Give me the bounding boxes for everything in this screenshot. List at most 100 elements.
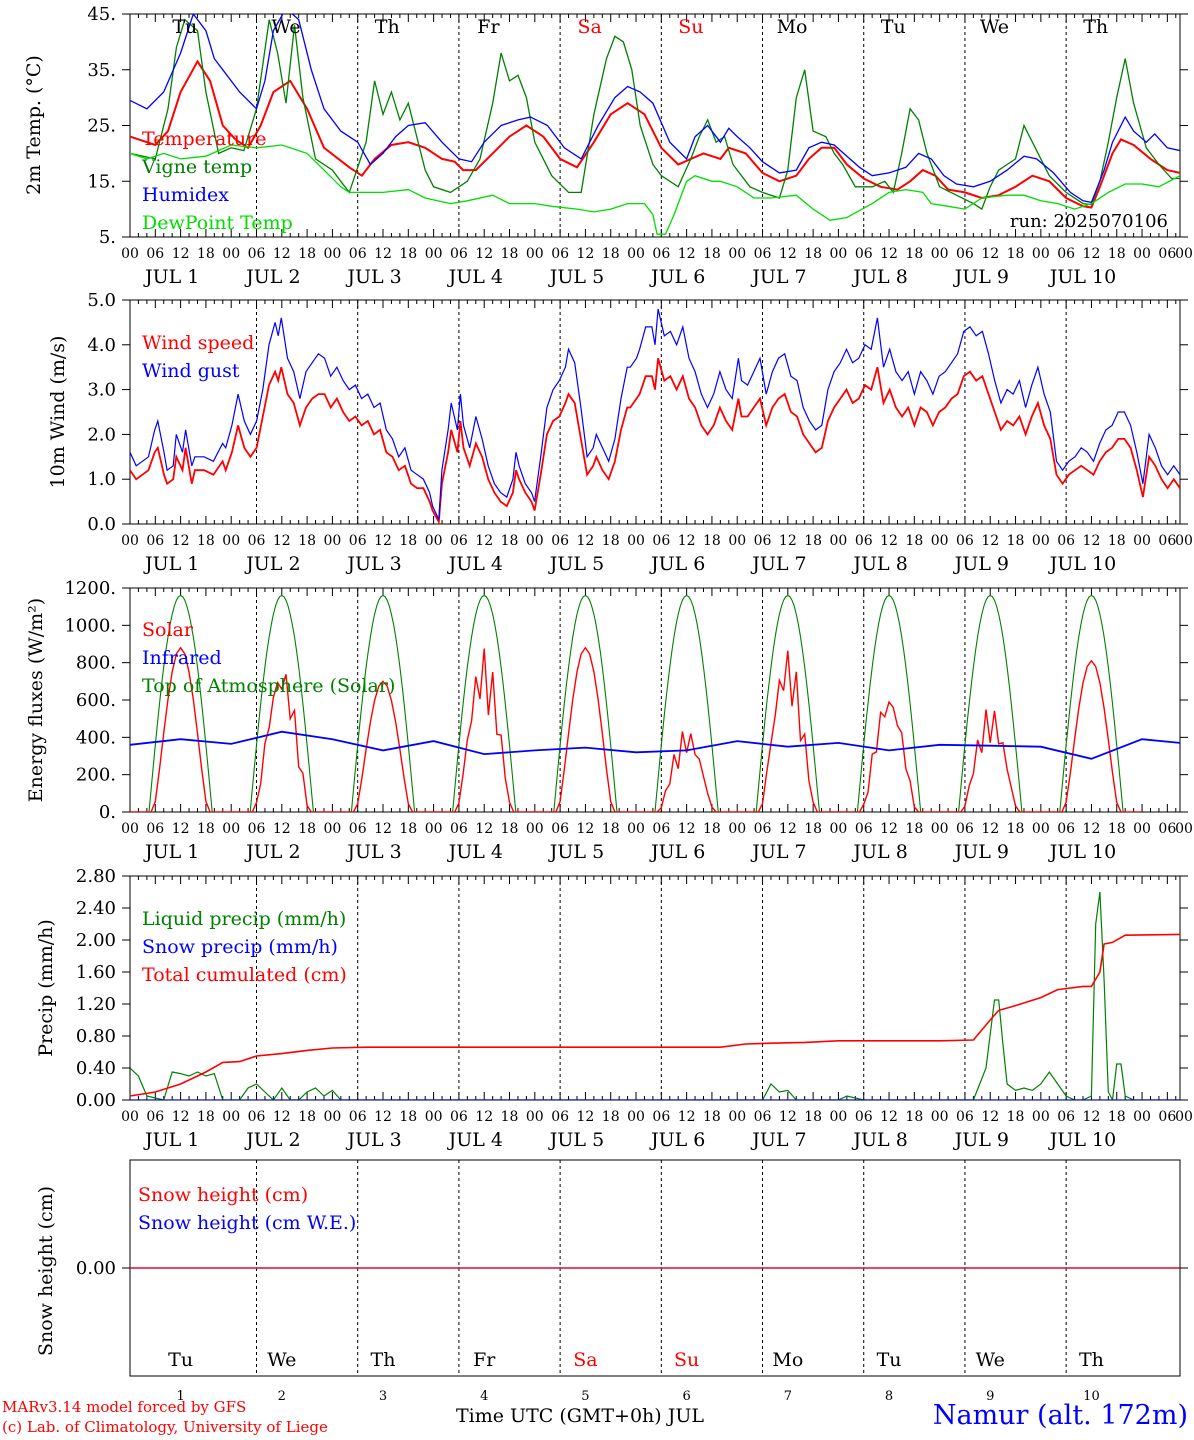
weekday-label: Tu — [168, 1349, 193, 1371]
hour-tick-label: 00 — [323, 246, 341, 262]
hour-tick-label: 18 — [905, 533, 923, 549]
hour-tick-label: 06 — [956, 821, 974, 837]
hour-tick-label: 00 — [830, 246, 848, 262]
day-date-label: JUL 6 — [649, 1129, 705, 1151]
y-tick-label: 25. — [87, 116, 116, 137]
day-date-label: JUL 4 — [447, 553, 503, 575]
y-tick-label: 800. — [76, 653, 116, 674]
y-tick-label: 1.0 — [87, 469, 116, 490]
hour-tick-label: 00 — [830, 821, 848, 837]
day-date-label: JUL 10 — [1048, 1129, 1116, 1151]
hour-tick-label: 00 — [931, 821, 949, 837]
weekday-label: Tu — [881, 16, 906, 38]
hour-tick-label: 00 — [121, 533, 139, 549]
legend-temperature: Temperature — [142, 128, 266, 150]
hour-tick-label: 06 — [652, 1109, 670, 1125]
hour-tick-label: 12 — [678, 821, 696, 837]
hour-tick-label: 12 — [374, 533, 392, 549]
hour-tick-label: 12 — [981, 821, 999, 837]
legend-infrared: Infrared — [142, 647, 222, 669]
weekday-label: Sa — [573, 1349, 597, 1371]
hour-tick-label: 18 — [1007, 1109, 1025, 1125]
hour-tick-label: 18 — [298, 821, 316, 837]
y-axis-label: Energy fluxes (W/m²) — [25, 598, 47, 802]
hour-tick-label: 12 — [475, 821, 493, 837]
y-axis-label: 10m Wind (m/s) — [47, 336, 69, 489]
hour-tick-label: 12 — [273, 533, 291, 549]
y-tick-label: 0.00 — [76, 1090, 116, 1111]
hour-tick-label: 06 — [754, 1109, 772, 1125]
hour-tick-label: 06 — [450, 821, 468, 837]
hour-tick-label: 12 — [374, 821, 392, 837]
hour-tick-label: 18 — [298, 533, 316, 549]
series-wind-gust — [130, 308, 1180, 520]
model-credit: MARv3.14 model forced by GFS — [2, 1398, 247, 1416]
hour-tick-label: 00 — [1032, 1109, 1050, 1125]
hour-tick-label: 06 — [754, 821, 772, 837]
hour-tick-label: 00 — [931, 533, 949, 549]
day-date-label: JUL 7 — [750, 266, 806, 288]
hour-tick-label: 18 — [501, 533, 519, 549]
hour-tick-label: 06 — [146, 246, 164, 262]
hour-tick-label: 06 — [1158, 1109, 1176, 1125]
hour-tick-label: 06 — [248, 821, 266, 837]
hour-tick-label: 06 — [248, 246, 266, 262]
hour-tick-label: 00 — [1133, 246, 1151, 262]
hour-tick-label: 12 — [678, 1109, 696, 1125]
weekday-label: Th — [375, 16, 400, 38]
day-number-label: 5 — [581, 1389, 589, 1404]
y-axis-label: 2m Temp. (°C) — [23, 55, 45, 195]
hour-tick-label: 00 — [728, 533, 746, 549]
hour-tick-label: 06 — [956, 533, 974, 549]
hour-tick-label: 00 — [627, 246, 645, 262]
hour-tick-label: 06 — [1057, 821, 1075, 837]
day-date-label: JUL 5 — [548, 841, 604, 863]
series-dewpoint-temp — [130, 144, 1180, 235]
hour-tick-label: 06 — [551, 1109, 569, 1125]
hour-tick-label: 06 — [349, 821, 367, 837]
weekday-label: Tu — [877, 1349, 902, 1371]
hour-tick-label: 12 — [273, 1109, 291, 1125]
hour-tick-label: 00 — [1032, 246, 1050, 262]
y-tick-label: 45. — [87, 4, 116, 25]
hour-tick-label: 00 — [1175, 821, 1193, 837]
hour-tick-label: 06 — [450, 246, 468, 262]
weekday-label: Th — [1079, 1349, 1104, 1371]
legend-total-cumulated-cm-: Total cumulated (cm) — [142, 964, 347, 986]
y-tick-label: 2.00 — [76, 930, 116, 951]
hour-tick-label: 18 — [1108, 533, 1126, 549]
day-date-label: JUL 5 — [548, 553, 604, 575]
panel-frame-0 — [129, 13, 1181, 238]
day-date-label: JUL 1 — [143, 553, 199, 575]
hour-tick-label: 18 — [804, 246, 822, 262]
y-tick-label: 5. — [99, 227, 116, 248]
y-tick-label: 0.40 — [76, 1058, 116, 1079]
hour-tick-label: 00 — [1175, 246, 1193, 262]
hour-tick-label: 12 — [577, 246, 595, 262]
hour-tick-label: 06 — [1158, 246, 1176, 262]
day-number-label: 2 — [278, 1389, 286, 1404]
weekday-label: We — [980, 16, 1009, 38]
y-tick-label: 35. — [87, 60, 116, 81]
day-date-label: JUL 7 — [750, 553, 806, 575]
x-axis-title: Time UTC (GMT+0h) JUL — [456, 1405, 704, 1427]
hour-tick-label: 06 — [248, 533, 266, 549]
legend-humidex: Humidex — [142, 184, 229, 206]
legend-snow-precip-mm-h-: Snow precip (mm/h) — [142, 936, 338, 958]
hour-tick-label: 06 — [248, 1109, 266, 1125]
day-number-label: 1 — [176, 1389, 184, 1404]
hour-tick-label: 00 — [728, 821, 746, 837]
series-vigne-temp — [130, 18, 1180, 211]
hour-tick-label: 12 — [172, 821, 190, 837]
hour-tick-label: 12 — [779, 533, 797, 549]
hour-tick-label: 18 — [602, 246, 620, 262]
day-date-label: JUL 7 — [750, 1129, 806, 1151]
hour-tick-label: 00 — [425, 246, 443, 262]
weekday-label: Tu — [172, 16, 197, 38]
weekday-label: Su — [678, 16, 703, 38]
weekday-label: We — [267, 1349, 296, 1371]
hour-tick-label: 18 — [804, 533, 822, 549]
hour-tick-label: 18 — [703, 246, 721, 262]
y-tick-label: 0.80 — [76, 1026, 116, 1047]
day-date-label: JUL 6 — [649, 553, 705, 575]
